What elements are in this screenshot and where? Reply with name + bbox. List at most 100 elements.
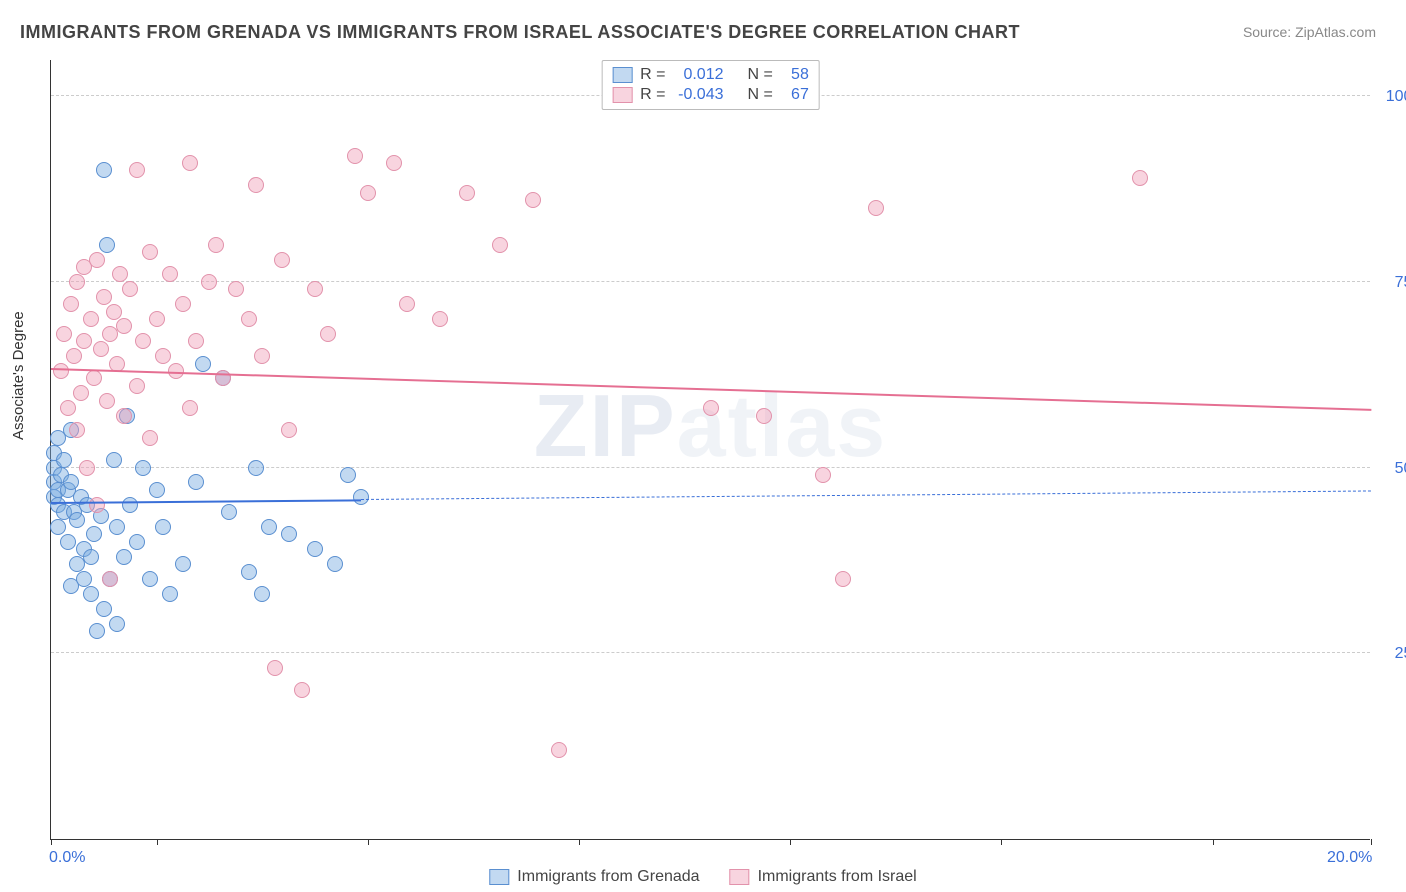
scatter-point [307, 541, 323, 557]
x-tick [51, 839, 52, 845]
scatter-point [756, 408, 772, 424]
scatter-point [96, 162, 112, 178]
r-label: R = [640, 66, 665, 84]
scatter-point [254, 348, 270, 364]
scatter-point [96, 289, 112, 305]
x-tick [1371, 839, 1372, 845]
legend-swatch [730, 869, 750, 885]
scatter-point [89, 497, 105, 513]
scatter-point [63, 296, 79, 312]
scatter-point [307, 281, 323, 297]
scatter-point [248, 460, 264, 476]
scatter-point [432, 311, 448, 327]
legend-correlation-box: R = 0.012 N = 58 R = -0.043 N = 67 [601, 60, 820, 110]
scatter-point [248, 177, 264, 193]
scatter-point [261, 519, 277, 535]
scatter-point [93, 341, 109, 357]
legend-row: R = -0.043 N = 67 [612, 85, 809, 105]
scatter-point [60, 534, 76, 550]
scatter-point [76, 571, 92, 587]
x-tick [1001, 839, 1002, 845]
scatter-point [386, 155, 402, 171]
scatter-point [162, 586, 178, 602]
scatter-point [142, 571, 158, 587]
scatter-point [69, 422, 85, 438]
scatter-point [399, 296, 415, 312]
x-tick [790, 839, 791, 845]
scatter-point [99, 393, 115, 409]
scatter-point [142, 430, 158, 446]
scatter-point [83, 311, 99, 327]
x-tick [157, 839, 158, 845]
scatter-point [175, 556, 191, 572]
scatter-point [142, 244, 158, 260]
y-tick-label: 75.0% [1380, 274, 1406, 292]
scatter-point [50, 519, 66, 535]
r-value: -0.043 [674, 86, 724, 104]
scatter-point [73, 385, 89, 401]
scatter-point [122, 281, 138, 297]
scatter-point [56, 326, 72, 342]
scatter-point [815, 467, 831, 483]
scatter-point [96, 601, 112, 617]
scatter-point [274, 252, 290, 268]
r-label: R = [640, 86, 665, 104]
legend-label: Immigrants from Grenada [517, 868, 699, 886]
scatter-point [135, 333, 151, 349]
scatter-point [106, 304, 122, 320]
scatter-point [129, 162, 145, 178]
scatter-point [175, 296, 191, 312]
scatter-point [83, 549, 99, 565]
scatter-point [116, 318, 132, 334]
scatter-point [188, 333, 204, 349]
scatter-point [347, 148, 363, 164]
scatter-point [835, 571, 851, 587]
scatter-point [109, 519, 125, 535]
n-label: N = [748, 66, 773, 84]
y-tick-label: 50.0% [1380, 460, 1406, 478]
scatter-point [129, 534, 145, 550]
scatter-point [195, 356, 211, 372]
scatter-point [106, 452, 122, 468]
scatter-point [109, 616, 125, 632]
scatter-point [116, 549, 132, 565]
scatter-point [228, 281, 244, 297]
scatter-point [182, 155, 198, 171]
scatter-point [53, 363, 69, 379]
r-value: 0.012 [674, 66, 724, 84]
legend-series: Immigrants from Grenada Immigrants from … [489, 868, 916, 886]
scatter-point [221, 504, 237, 520]
x-tick [1213, 839, 1214, 845]
y-tick-label: 100.0% [1380, 88, 1406, 106]
scatter-point [267, 660, 283, 676]
scatter-point [241, 311, 257, 327]
scatter-point [1132, 170, 1148, 186]
scatter-point [208, 237, 224, 253]
x-tick [368, 839, 369, 845]
scatter-point [149, 482, 165, 498]
scatter-point [83, 586, 99, 602]
scatter-point [69, 274, 85, 290]
x-tick-label: 0.0% [49, 849, 85, 867]
scatter-point [162, 266, 178, 282]
scatter-point [459, 185, 475, 201]
scatter-point [188, 474, 204, 490]
scatter-point [525, 192, 541, 208]
scatter-point [56, 452, 72, 468]
scatter-point [89, 623, 105, 639]
legend-label: Immigrants from Israel [758, 868, 917, 886]
scatter-point [294, 682, 310, 698]
scatter-point [112, 266, 128, 282]
scatter-point [63, 474, 79, 490]
scatter-point [149, 311, 165, 327]
scatter-point [76, 333, 92, 349]
scatter-point [281, 526, 297, 542]
y-axis-title: Associate's Degree [10, 311, 27, 440]
scatter-point [135, 460, 151, 476]
scatter-point [492, 237, 508, 253]
y-tick-label: 25.0% [1380, 645, 1406, 663]
scatter-point [122, 497, 138, 513]
scatter-point [129, 378, 145, 394]
legend-swatch [612, 87, 632, 103]
scatter-point [201, 274, 217, 290]
